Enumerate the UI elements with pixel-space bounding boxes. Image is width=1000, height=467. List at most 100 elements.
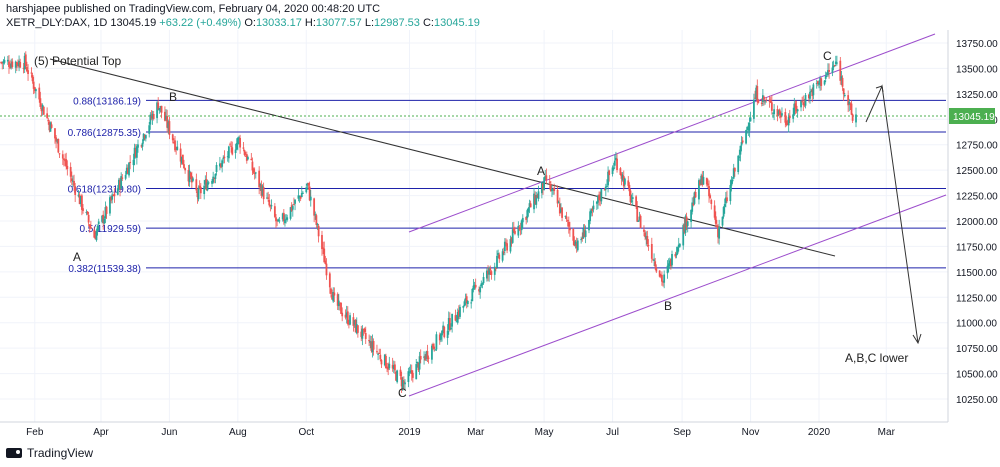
candle [174, 135, 176, 153]
time-axis[interactable]: Feb Apr Jun Aug Oct 2019 Mar May Jul Sep Nov 2020 Ma… [26, 427, 895, 438]
candle [143, 134, 146, 141]
candle [702, 170, 705, 185]
candle [812, 82, 815, 100]
candle [466, 300, 469, 308]
plot-area[interactable] [0, 30, 948, 422]
candle [234, 143, 237, 159]
candle [223, 150, 226, 164]
candle [299, 195, 302, 202]
candle [89, 220, 92, 230]
candle [662, 280, 664, 287]
candle [442, 321, 445, 334]
candle [573, 236, 576, 247]
candle [253, 167, 256, 180]
candle [400, 371, 403, 393]
candle [481, 282, 484, 289]
candle [629, 188, 632, 206]
candle [848, 98, 851, 112]
candle [368, 334, 371, 346]
candle [435, 331, 438, 352]
tradingview-logo[interactable]: TradingView [6, 446, 93, 460]
candle [509, 235, 512, 254]
candle [560, 203, 562, 214]
candle [678, 242, 681, 248]
candle [671, 250, 673, 269]
candle [221, 158, 224, 173]
annotation-c-low: C [398, 386, 407, 400]
candle [816, 80, 819, 87]
candle [151, 110, 154, 125]
candle [250, 152, 253, 161]
candle [183, 159, 185, 169]
candle [395, 370, 397, 381]
candle [542, 182, 544, 195]
candle [465, 293, 468, 309]
price-axis[interactable]: 13750.0013500.0013250.0013000.0012750.00… [956, 39, 998, 406]
candle [754, 90, 756, 100]
candle [49, 121, 52, 132]
candle [355, 317, 358, 335]
candle [316, 222, 319, 230]
candle [370, 335, 373, 353]
candle [847, 90, 850, 113]
candle [643, 225, 645, 237]
candle [802, 95, 805, 112]
candle [124, 170, 127, 181]
annotation-b-top: B [169, 90, 177, 104]
candle [3, 56, 6, 65]
wave-annotations: (5) Potential Top B A A C C B A,B,C lowe… [34, 49, 908, 400]
candle [607, 166, 609, 193]
candle [677, 237, 680, 252]
candle [189, 171, 192, 180]
candle [489, 265, 492, 276]
annotation-b-low: B [664, 299, 672, 313]
candle [525, 216, 528, 225]
candle [729, 179, 732, 205]
candle [308, 181, 311, 202]
candle [157, 97, 160, 111]
downtrend-line [49, 58, 836, 257]
candle [291, 204, 294, 217]
x-tick-label: Sep [673, 427, 691, 438]
candle [456, 308, 459, 325]
candle [415, 358, 418, 380]
x-tick-label: Mar [878, 427, 896, 438]
y-tick-label: 12000.00 [956, 217, 998, 228]
candle [102, 210, 105, 230]
candle [324, 255, 327, 265]
candle [598, 191, 600, 206]
y-tick-label: 11000.00 [956, 319, 997, 330]
candle [825, 72, 828, 78]
candle [612, 162, 615, 171]
candle [128, 162, 130, 178]
candle [569, 221, 571, 237]
candle [588, 219, 590, 234]
candle [409, 364, 412, 374]
candle [42, 106, 45, 115]
low-value: 12987.53 [374, 17, 420, 29]
candle [305, 183, 308, 194]
candle [654, 257, 657, 270]
candle [188, 164, 191, 187]
candle [691, 197, 694, 215]
candle [527, 206, 530, 217]
candle [540, 181, 543, 199]
candle [768, 95, 771, 108]
candle [176, 140, 179, 151]
candle [172, 138, 175, 145]
candle [851, 113, 854, 124]
candle [330, 287, 332, 298]
candle [247, 155, 249, 161]
candle [534, 191, 537, 205]
candle [520, 219, 523, 235]
candle [807, 93, 810, 103]
candle [417, 362, 420, 373]
y-tick-label: 13500.00 [956, 64, 998, 75]
candle [424, 354, 427, 362]
candle [206, 179, 209, 192]
candle [226, 151, 229, 162]
candle [322, 241, 325, 255]
candle [551, 184, 553, 198]
candle [708, 180, 710, 203]
